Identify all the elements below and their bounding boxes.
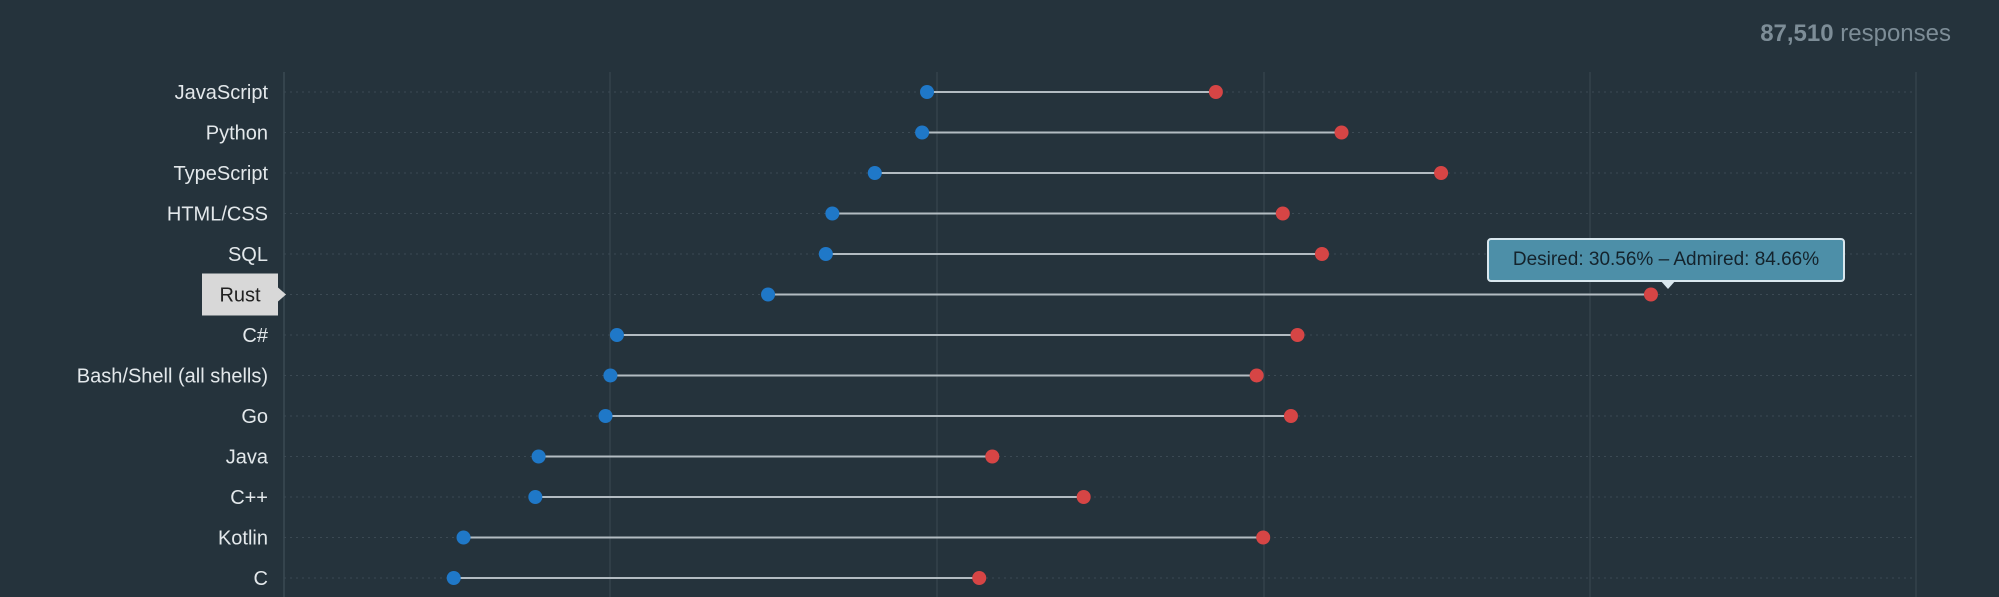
category-label: Kotlin [218, 528, 268, 550]
category-label: Bash/Shell (all shells) [77, 366, 268, 388]
category-label: SQL [228, 244, 268, 266]
desired-point [761, 287, 776, 302]
category-label: HTML/CSS [167, 204, 268, 226]
responses-count: 87,510 [1760, 20, 1834, 47]
admired-point [1283, 409, 1298, 423]
admired-point [1314, 247, 1329, 261]
category-label: TypeScript [174, 163, 269, 185]
category-label: C# [242, 325, 268, 347]
category-label: C [254, 568, 268, 590]
highlight-label-pointer [278, 287, 286, 302]
admired-point [1256, 530, 1271, 545]
desired-point [446, 571, 461, 585]
desired-point [598, 409, 613, 423]
category-label: C++ [230, 487, 268, 509]
desired-point [456, 530, 471, 545]
admired-point [1076, 490, 1091, 504]
desired-point [825, 206, 840, 221]
highlight-label-bg [202, 273, 278, 316]
desired-point [531, 449, 546, 464]
category-label: Go [241, 406, 268, 428]
admired-point [1290, 328, 1305, 342]
admired-point [985, 449, 1000, 464]
desired-point [603, 368, 618, 383]
desired-point [818, 247, 833, 261]
admired-point [1643, 287, 1658, 302]
desired-point [528, 490, 543, 504]
category-label: Java [226, 447, 269, 469]
desired-point [867, 166, 882, 180]
admired-point [1208, 85, 1223, 99]
desired-point [915, 125, 930, 140]
desired-point [609, 328, 624, 342]
admired-point [1434, 166, 1449, 180]
category-label: Python [206, 123, 268, 145]
admired-point [972, 571, 987, 585]
admired-point [1249, 368, 1264, 383]
category-label: JavaScript [175, 82, 269, 104]
data-tooltip: Desired: 30.56% – Admired: 84.66% [1487, 238, 1845, 289]
admired-point [1275, 206, 1290, 221]
responses-summary: 87,510 responses [1760, 20, 1951, 48]
category-label: Rust [219, 285, 261, 307]
admired-point [1334, 125, 1349, 140]
responses-label: responses [1840, 20, 1951, 47]
desired-point [920, 85, 935, 99]
